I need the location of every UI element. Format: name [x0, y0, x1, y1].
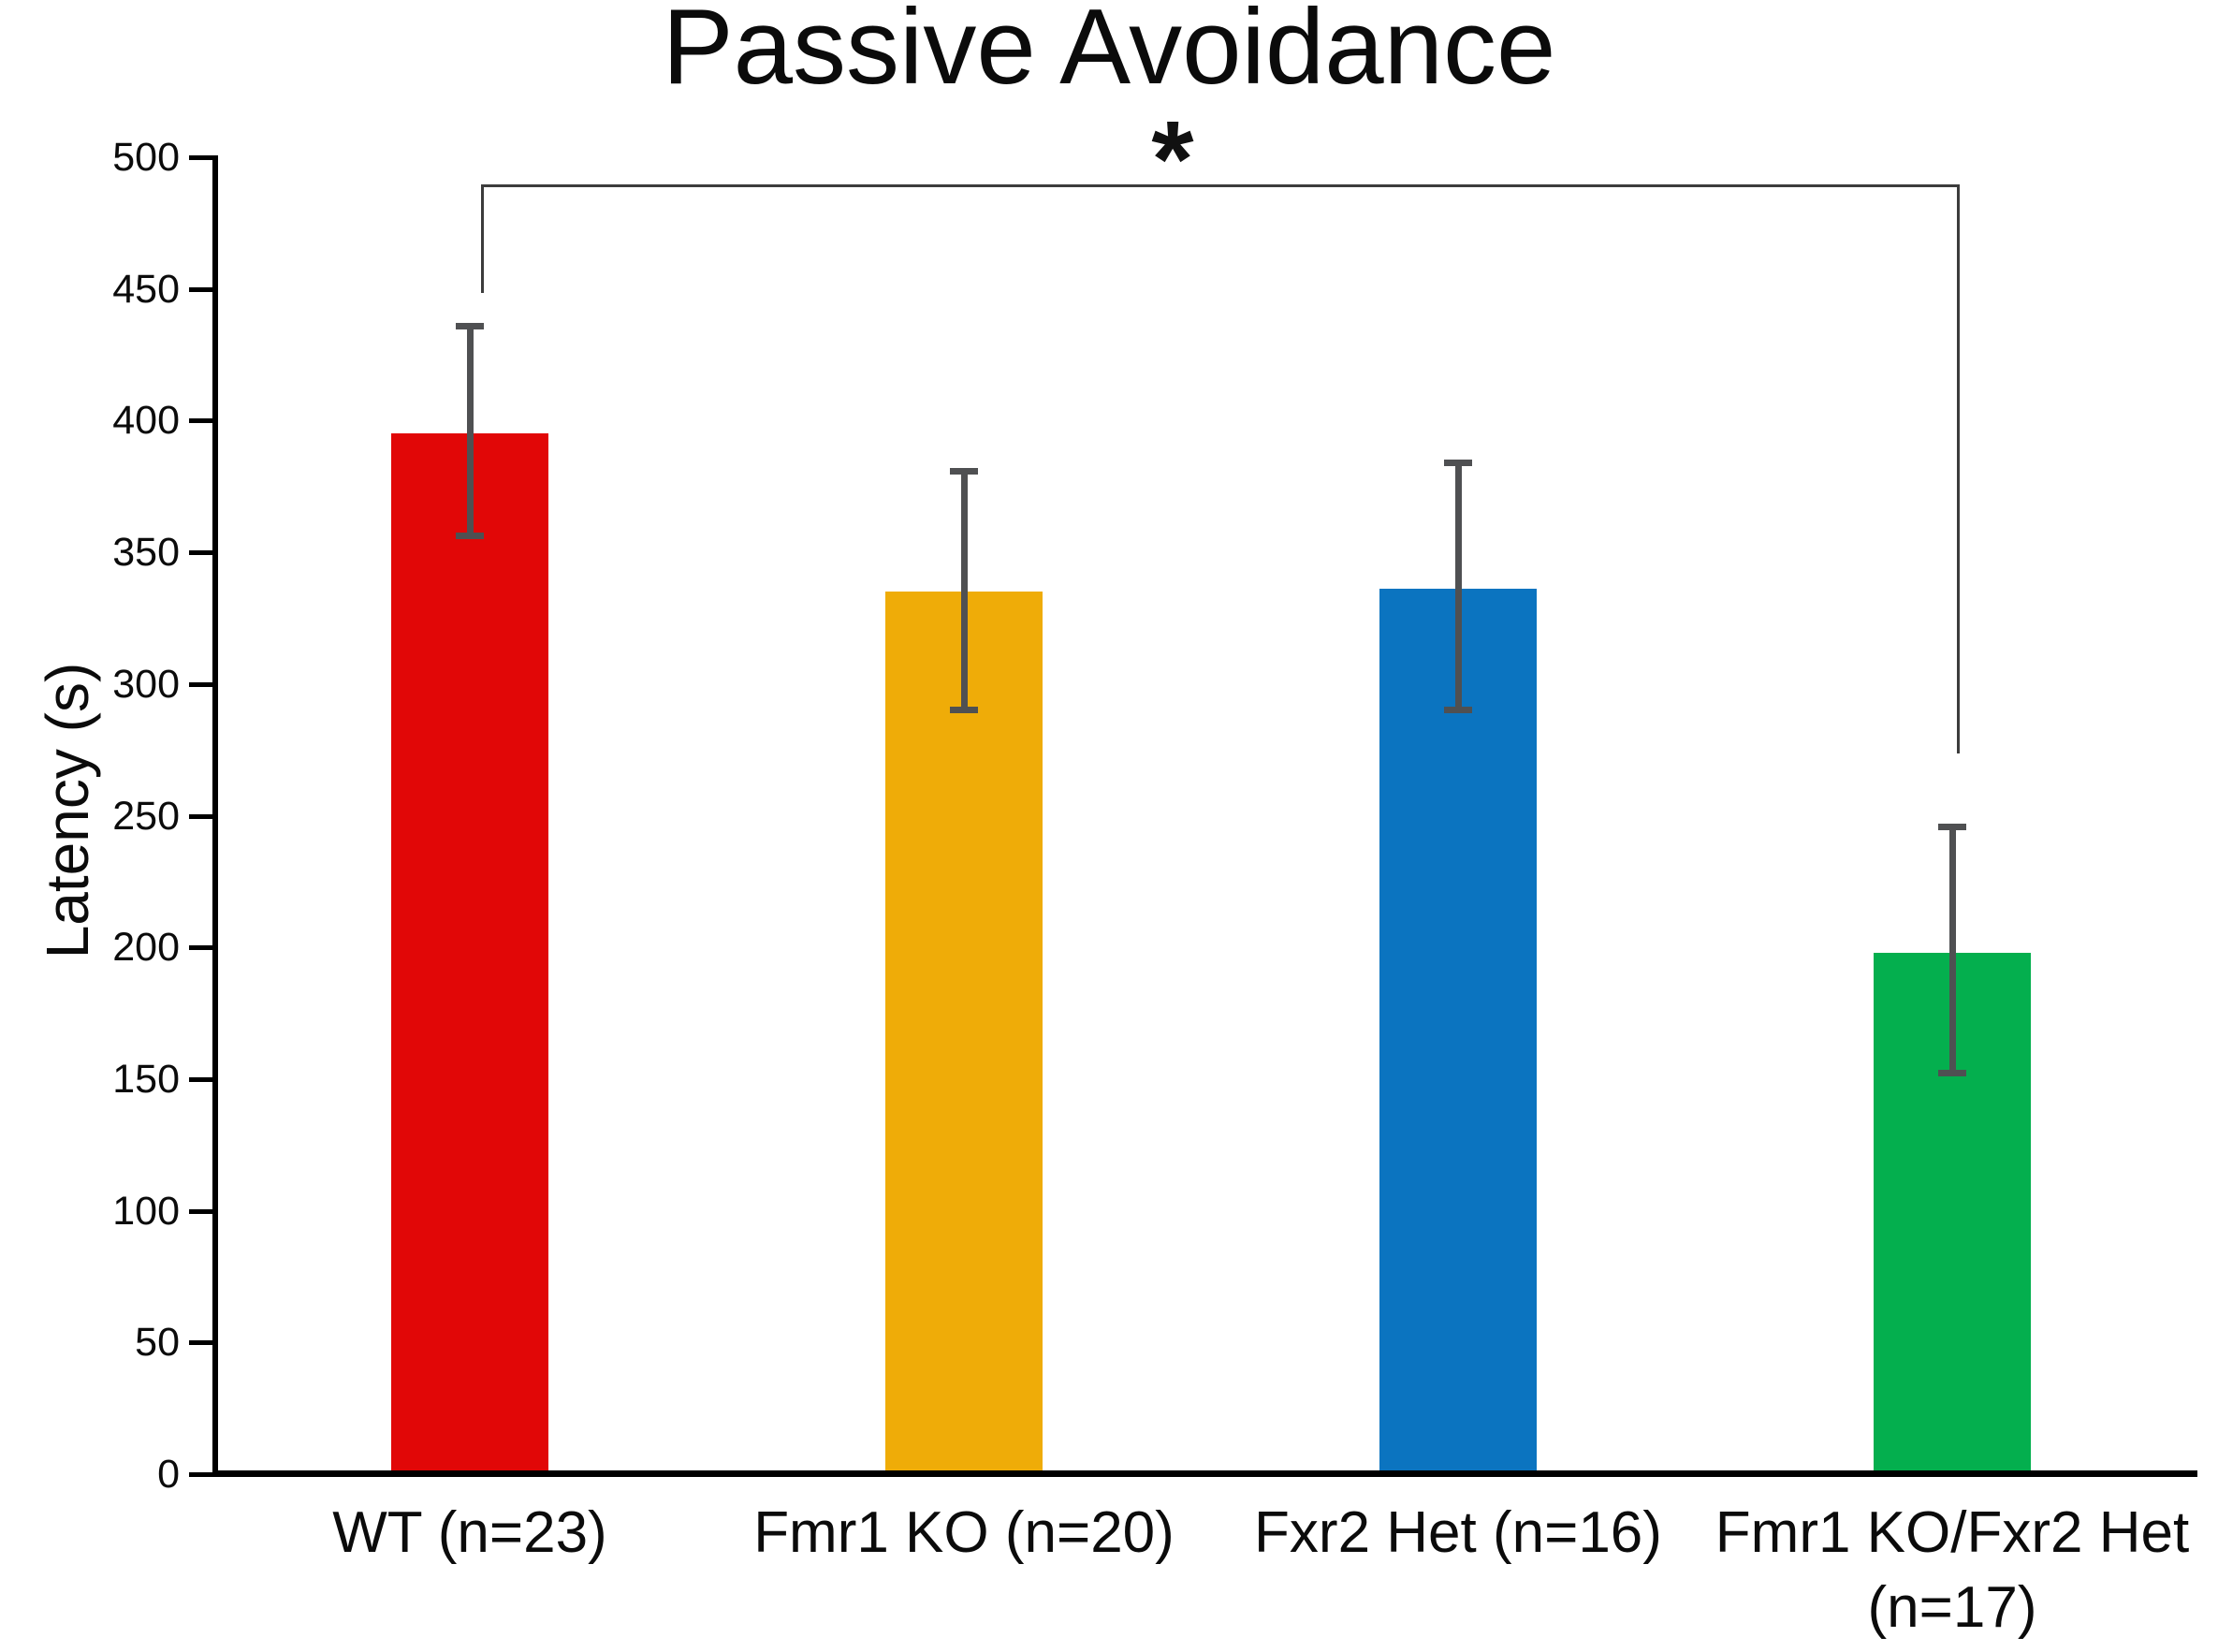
y-tick-label: 50	[135, 1320, 180, 1366]
error-bar-line	[960, 470, 968, 710]
y-tick-mark	[189, 813, 215, 819]
x-axis-line	[212, 1470, 2197, 1477]
y-tick-label: 450	[112, 266, 180, 312]
x-category-label: Fmr1 KO (n=20)	[753, 1500, 1175, 1565]
y-tick-label: 400	[112, 398, 180, 444]
significance-bracket-left	[481, 184, 484, 293]
significance-bracket-right	[1957, 184, 1960, 753]
significance-bracket-top	[481, 184, 1957, 187]
y-tick-label: 0	[157, 1452, 180, 1497]
y-tick-label: 150	[112, 1056, 180, 1102]
x-category-label: WT (n=23)	[332, 1500, 607, 1565]
error-bar-cap-bottom	[950, 706, 978, 713]
y-tick-label: 300	[112, 661, 180, 707]
y-axis-line	[212, 155, 218, 1477]
y-tick-mark	[189, 1340, 215, 1346]
error-bar-cap-top	[950, 467, 978, 475]
y-tick-label: 500	[112, 135, 180, 180]
error-bar-cap-bottom	[1938, 1070, 1966, 1077]
y-tick-mark	[189, 945, 215, 951]
y-tick-label: 350	[112, 530, 180, 576]
x-category-label: Fxr2 Het (n=16)	[1254, 1500, 1662, 1565]
error-bar-cap-bottom	[1444, 706, 1472, 713]
bar	[1379, 589, 1537, 1474]
error-bar-line	[1454, 462, 1462, 710]
error-bar-cap-top	[456, 323, 484, 330]
error-bar-cap-top	[1444, 460, 1472, 467]
y-tick-mark	[189, 681, 215, 687]
y-tick-mark	[189, 1208, 215, 1214]
significance-asterisk: *	[1151, 98, 1194, 220]
y-tick-label: 100	[112, 1188, 180, 1234]
error-bar-cap-bottom	[456, 533, 484, 540]
error-bar-line	[1948, 826, 1956, 1075]
y-tick-mark	[189, 1076, 215, 1082]
x-category-label: Fmr1 KO/Fxr2 Het (n=17)	[1715, 1500, 2190, 1640]
error-bar-cap-top	[1938, 823, 1966, 830]
y-tick-label: 250	[112, 793, 180, 839]
error-bar-line	[466, 326, 474, 537]
y-tick-mark	[189, 418, 215, 424]
y-tick-mark	[189, 286, 215, 292]
y-tick-label: 200	[112, 925, 180, 971]
y-tick-mark	[189, 550, 215, 556]
bar	[391, 433, 548, 1474]
y-tick-mark	[189, 155, 215, 160]
y-tick-mark	[189, 1472, 215, 1477]
chart-title: Passive Avoidance	[662, 0, 1556, 107]
bar	[885, 592, 1043, 1474]
